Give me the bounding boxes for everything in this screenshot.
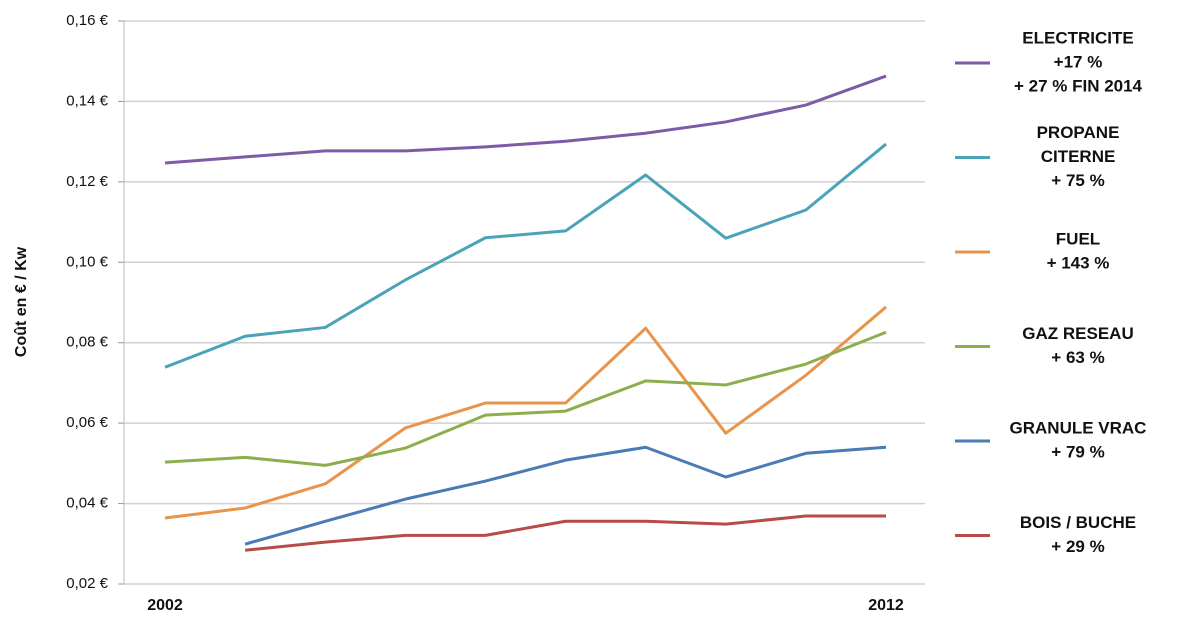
y-tick-label: 0,08 € [66,334,108,351]
series-line [164,74,887,165]
legend-note: + 29 % [1051,537,1104,556]
x-tick-label: 2012 [868,597,904,614]
x-tick-label: 2002 [147,597,183,614]
legend-label: GAZ RESEAU [1022,324,1133,343]
legend-label: GRANULE VRAC [1010,418,1147,437]
legend-label: ELECTRICITE [1022,28,1133,47]
y-tick-label: 0,14 € [66,92,108,109]
legend-note: + 143 % [1047,253,1110,272]
legend-note: + 27 % FIN 2014 [1014,76,1143,95]
legend-label: PROPANE [1037,123,1120,142]
y-tick-label: 0,06 € [66,414,108,431]
y-tick-label: 0,12 € [66,173,108,190]
series-line [164,142,887,369]
legend-note: CITERNE [1041,147,1116,166]
y-tick-label: 0,16 € [66,12,108,29]
legend-label: FUEL [1056,229,1100,248]
y-tick-label: 0,04 € [66,495,108,512]
series-line [164,305,887,520]
legend-note: +17 % [1054,52,1103,71]
y-axis-label: Coût en € / Kw [13,246,30,357]
y-tick-label: 0,10 € [66,253,108,270]
series-line [164,330,887,467]
series-line [244,514,886,552]
legend-note: + 63 % [1051,348,1104,367]
y-tick-label: 0,02 € [66,575,108,592]
series-line [244,445,887,546]
legend-label: BOIS / BUCHE [1020,513,1136,532]
legend-note: + 79 % [1051,442,1104,461]
legend-note: + 75 % [1051,171,1104,190]
